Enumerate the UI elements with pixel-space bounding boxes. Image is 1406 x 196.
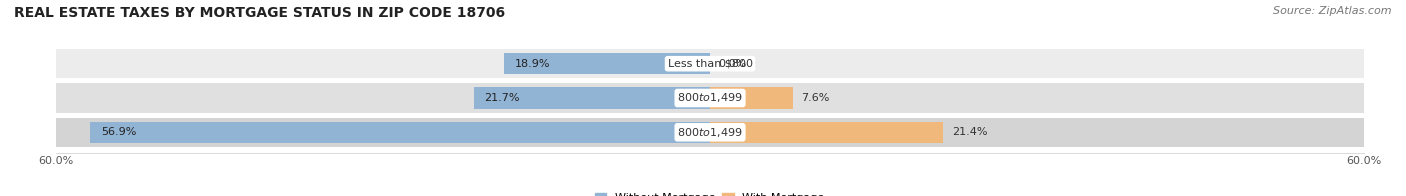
Text: REAL ESTATE TAXES BY MORTGAGE STATUS IN ZIP CODE 18706: REAL ESTATE TAXES BY MORTGAGE STATUS IN …	[14, 6, 505, 20]
Bar	[56, 118, 1364, 147]
Bar	[90, 122, 710, 143]
Text: $800 to $1,499: $800 to $1,499	[678, 126, 742, 139]
Text: Less than $800: Less than $800	[668, 59, 752, 69]
Text: 21.7%: 21.7%	[485, 93, 520, 103]
Bar	[56, 83, 1364, 113]
Bar	[56, 49, 1364, 78]
Text: 21.4%: 21.4%	[952, 127, 987, 137]
Bar	[710, 87, 793, 109]
Bar	[474, 87, 710, 109]
Text: 7.6%: 7.6%	[801, 93, 830, 103]
Text: 56.9%: 56.9%	[101, 127, 136, 137]
Text: Source: ZipAtlas.com: Source: ZipAtlas.com	[1274, 6, 1392, 16]
Legend: Without Mortgage, With Mortgage: Without Mortgage, With Mortgage	[591, 189, 830, 196]
Text: 18.9%: 18.9%	[515, 59, 551, 69]
Text: $800 to $1,499: $800 to $1,499	[678, 92, 742, 104]
Text: 0.0%: 0.0%	[718, 59, 747, 69]
Bar	[505, 53, 710, 74]
Bar	[710, 122, 943, 143]
